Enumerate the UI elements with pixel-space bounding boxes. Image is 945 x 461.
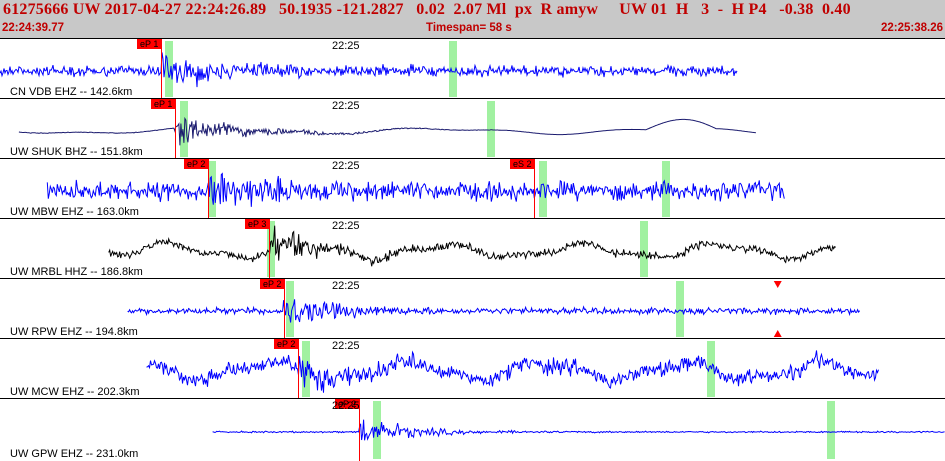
waveform	[146, 350, 879, 393]
analysis-window	[449, 41, 457, 97]
analysis-window	[539, 161, 547, 217]
waveform	[0, 52, 738, 88]
pick-line[interactable]	[269, 219, 270, 279]
pick-label[interactable]: eP 2	[260, 279, 285, 289]
trace-panel[interactable]: eP 2 eS 2 22:25 UW MBW EHZ -- 163.0km	[0, 158, 945, 219]
analysis-window	[165, 41, 173, 97]
station-label: UW SHUK BHZ -- 151.8km	[10, 146, 143, 158]
pick-line[interactable]	[534, 159, 535, 219]
pick-line[interactable]	[359, 399, 360, 461]
time-marker: 22:25	[332, 40, 360, 52]
pick-label[interactable]: eP 2	[184, 159, 209, 169]
event-title: 61275666 UW 2017-04-27 22:24:26.89 50.19…	[3, 1, 851, 18]
trace-line	[127, 299, 861, 323]
time-marker: 22:25	[332, 100, 360, 112]
trace-panel[interactable]: eP 2 22:25 UW GPW EHZ -- 231.0km	[0, 398, 945, 461]
station-label: CN VDB EHZ -- 142.6km	[10, 86, 133, 98]
trace-panel[interactable]: eP 1 22:25 CN VDB EHZ -- 142.6km	[0, 38, 945, 99]
waveform	[127, 281, 861, 337]
pick-line[interactable]	[208, 159, 209, 219]
station-label: UW MBW EHZ -- 163.0km	[10, 206, 139, 218]
analysis-window	[267, 221, 275, 277]
analysis-window	[640, 221, 648, 277]
trace-line	[146, 350, 879, 393]
end-time: 22:25:38.26	[880, 22, 943, 34]
pick-label[interactable]: eP 2	[274, 339, 299, 349]
trace-panel[interactable]: eP 1 22:25 UW SHUK BHZ -- 151.8km	[0, 98, 945, 159]
pick-line[interactable]	[284, 279, 285, 339]
station-label: UW GPW EHZ -- 231.0km	[10, 448, 139, 460]
trace-line	[212, 419, 945, 441]
time-marker: 22:25	[332, 400, 360, 412]
waveform	[46, 172, 785, 207]
pick-line[interactable]	[298, 339, 299, 399]
trace-line	[108, 225, 837, 267]
analysis-window	[286, 281, 294, 337]
pick-label[interactable]: eP 3	[245, 219, 270, 229]
waveform	[18, 116, 756, 146]
start-time: 22:24:39.77	[2, 22, 65, 34]
station-label: UW RPW EHZ -- 194.8km	[10, 326, 138, 338]
time-marker: 22:25	[332, 280, 360, 292]
waveform	[212, 419, 945, 441]
triangle-marker-icon	[773, 281, 782, 288]
time-marker: 22:25	[332, 160, 360, 172]
trace-line	[46, 172, 785, 207]
pick-label[interactable]: eS 2	[510, 159, 535, 169]
trace-panel[interactable]: eP 2 22:25 UW RPW EHZ -- 194.8km	[0, 278, 945, 339]
analysis-window	[487, 101, 495, 157]
pick-line[interactable]	[175, 99, 176, 159]
time-marker: 22:25	[332, 220, 360, 232]
station-label: UW MRBL HHZ -- 186.8km	[10, 266, 143, 278]
pick-label[interactable]: eP 1	[151, 99, 176, 109]
trace-panel[interactable]: eP 3 22:25 UW MRBL HHZ -- 186.8km	[0, 218, 945, 279]
pick-line[interactable]	[161, 39, 162, 99]
pick-label[interactable]: eP 2	[335, 399, 360, 409]
station-label: UW MCW EHZ -- 202.3km	[10, 386, 140, 398]
pick-label[interactable]: eP 1	[137, 39, 162, 49]
analysis-window	[676, 281, 684, 337]
trace-line	[18, 116, 756, 146]
timespan-label: Timespan= 58 s	[426, 22, 512, 34]
triangle-marker-icon	[773, 330, 782, 337]
waveform	[108, 225, 837, 267]
time-marker: 22:25	[332, 340, 360, 352]
analysis-window	[827, 401, 835, 459]
trace-line	[0, 52, 738, 88]
trace-panel[interactable]: eP 2 22:25 UW MCW EHZ -- 202.3km	[0, 338, 945, 399]
header-bar: 61275666 UW 2017-04-27 22:24:26.89 50.19…	[0, 0, 945, 38]
